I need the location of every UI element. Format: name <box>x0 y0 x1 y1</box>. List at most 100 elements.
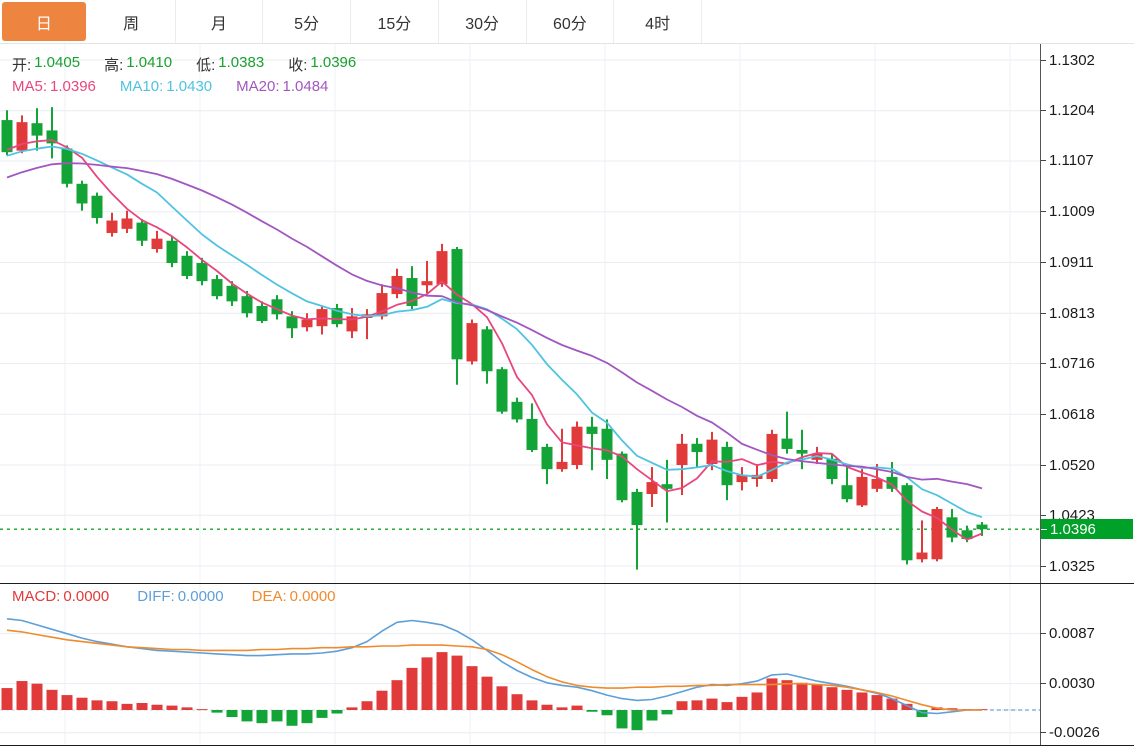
macd-bar <box>586 710 598 712</box>
open-label: 开: <box>12 57 32 74</box>
high-value: 1.0410 <box>126 54 173 71</box>
candle-body <box>421 281 433 286</box>
macd-bar <box>1 688 13 710</box>
macd-bar <box>751 692 763 710</box>
macd-bar <box>721 702 733 710</box>
candle-body <box>301 319 313 328</box>
candle-body <box>511 401 523 420</box>
ma20-line <box>6 162 983 490</box>
macd-bar <box>361 701 373 710</box>
candle-body <box>166 240 178 264</box>
badge-tick <box>1041 528 1047 530</box>
macd-bar <box>406 667 418 710</box>
macd-bar <box>856 692 868 710</box>
open-value: 1.0405 <box>34 54 81 71</box>
candle-body <box>691 443 703 453</box>
macd-bar <box>466 666 478 710</box>
ma20-value: 1.0484 <box>282 78 329 95</box>
macd-bar <box>541 704 553 710</box>
price-tick-label: 1.0520 <box>1040 456 1095 474</box>
macd-tick-label: 0.0087 <box>1040 625 1095 643</box>
macd-bar <box>646 710 658 721</box>
macd-bar <box>841 689 853 710</box>
candle-body <box>616 453 628 501</box>
candle-body <box>196 263 208 282</box>
macd-bar <box>871 695 883 710</box>
candle-body <box>331 308 343 325</box>
price-tick-label: 1.1204 <box>1040 102 1095 120</box>
last-price-badge: 1.0396 <box>1041 519 1133 540</box>
candles-group <box>1 107 988 570</box>
candle-body <box>871 478 883 489</box>
candle-body <box>796 449 808 454</box>
macd-bar <box>526 700 538 710</box>
macd-bar <box>616 710 628 729</box>
candlestick-chart[interactable] <box>0 44 1040 584</box>
candle-body <box>346 316 358 332</box>
macd-bar <box>766 678 778 710</box>
candle-body <box>976 524 988 530</box>
candle-body <box>556 461 568 470</box>
candle-body <box>61 148 73 184</box>
tab-week[interactable]: 周 <box>88 0 176 43</box>
candle-body <box>781 438 793 449</box>
tick-mark <box>1040 312 1046 314</box>
candle-body <box>736 474 748 483</box>
macd-bar <box>91 700 103 710</box>
last-price-value: 1.0396 <box>1050 520 1096 538</box>
tick-mark <box>1040 160 1046 162</box>
tick-mark <box>1040 683 1046 685</box>
candle-body <box>946 517 958 538</box>
macd-label: MACD: <box>12 588 61 605</box>
macd-bar <box>901 703 913 710</box>
macd-bar <box>76 697 88 710</box>
macd-chart[interactable] <box>0 584 1040 744</box>
macd-bar <box>946 708 958 710</box>
candle-body <box>181 255 193 276</box>
tab-month[interactable]: 月 <box>176 0 264 43</box>
candle-body <box>916 552 928 560</box>
candle-body <box>826 458 838 479</box>
price-tick-label: 1.1302 <box>1040 51 1095 69</box>
candle-body <box>706 439 718 464</box>
candle-body <box>886 476 898 489</box>
tab-15min[interactable]: 15分 <box>351 0 439 43</box>
tab-30min[interactable]: 30分 <box>439 0 527 43</box>
candle-body <box>76 183 88 204</box>
macd-bar <box>736 696 748 710</box>
candle-body <box>91 195 103 218</box>
macd-bar <box>121 703 133 710</box>
low-label: 低: <box>196 57 216 74</box>
diff-label: DIFF: <box>137 588 175 605</box>
candle-body <box>631 491 643 526</box>
macd-bar <box>211 710 223 713</box>
macd-bar <box>691 700 703 710</box>
macd-bar <box>16 681 28 710</box>
candle-body <box>241 296 253 314</box>
candle-body <box>16 122 28 151</box>
tick-mark <box>1040 514 1046 516</box>
tab-day[interactable]: 日 <box>2 2 86 41</box>
macd-readout: MACD: 0.0000 DIFF: 0.0000 DEA: 0.0000 <box>12 588 336 605</box>
macd-bar <box>886 698 898 710</box>
macd-bar <box>631 710 643 731</box>
macd-bar <box>106 701 118 710</box>
dea-line <box>6 629 982 711</box>
tab-4hour[interactable]: 4时 <box>614 0 702 43</box>
tab-5min[interactable]: 5分 <box>263 0 351 43</box>
macd-bar <box>226 710 238 718</box>
candle-body <box>646 482 658 495</box>
macd-bar <box>391 680 403 710</box>
candle-body <box>121 218 133 229</box>
tick-mark <box>1040 464 1046 466</box>
macd-bar <box>151 704 163 710</box>
macd-bar <box>811 684 823 710</box>
macd-axis: 0.0087 0.0030 -0.0026 <box>1040 584 1134 744</box>
close-value: 1.0396 <box>310 54 357 71</box>
candle-body <box>496 369 508 412</box>
macd-bar <box>916 710 928 718</box>
tab-60min[interactable]: 60分 <box>527 0 615 43</box>
tick-mark <box>1040 732 1046 734</box>
ma5-line <box>6 139 983 541</box>
candle-body <box>376 293 388 317</box>
